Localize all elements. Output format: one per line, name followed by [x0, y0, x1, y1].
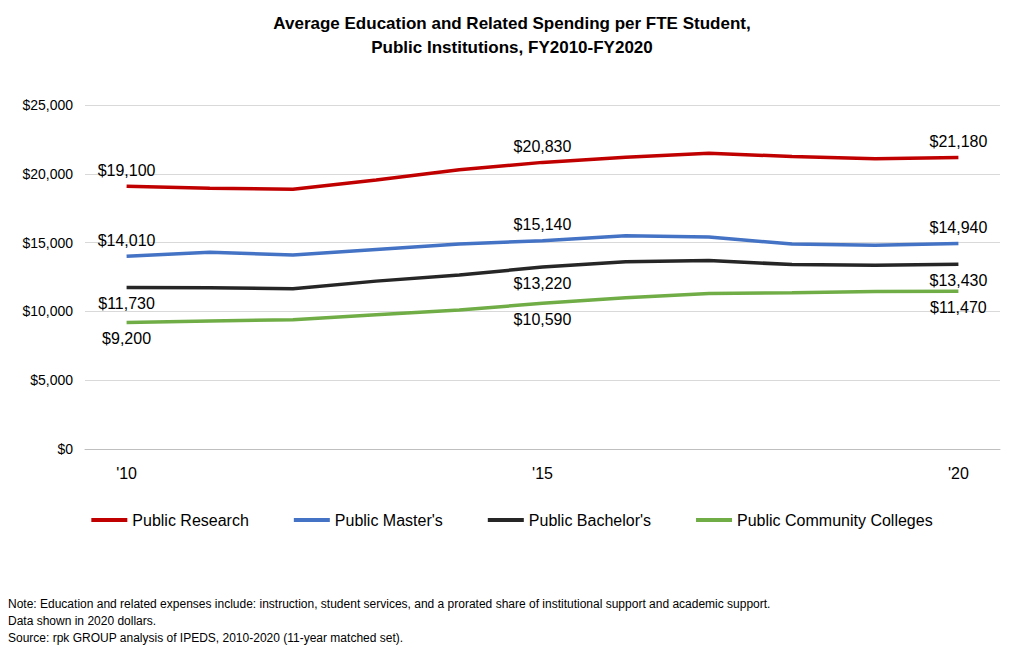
svg-text:$9,200: $9,200 — [102, 330, 151, 347]
svg-text:Source: rpk GROUP analysis of: Source: rpk GROUP analysis of IPEDS, 201… — [8, 631, 403, 645]
svg-text:$20,000: $20,000 — [22, 166, 73, 182]
svg-text:$11,470: $11,470 — [930, 299, 987, 316]
svg-text:'15: '15 — [532, 465, 553, 482]
svg-text:$21,180: $21,180 — [929, 133, 987, 150]
svg-text:Data shown in 2020 dollars.: Data shown in 2020 dollars. — [8, 614, 156, 628]
svg-text:$5,000: $5,000 — [30, 372, 73, 388]
svg-text:$10,590: $10,590 — [514, 311, 572, 328]
svg-text:$25,000: $25,000 — [22, 97, 73, 113]
svg-text:$13,220: $13,220 — [514, 275, 572, 292]
svg-text:Public Institutions, FY2010-FY: Public Institutions, FY2010-FY2020 — [371, 38, 653, 57]
svg-text:$14,010: $14,010 — [98, 232, 156, 249]
svg-text:$20,830: $20,830 — [514, 138, 572, 155]
svg-text:$15,140: $15,140 — [514, 216, 572, 233]
svg-text:$11,730: $11,730 — [98, 295, 155, 312]
svg-text:Public Community Colleges: Public Community Colleges — [737, 512, 933, 529]
svg-text:$14,940: $14,940 — [929, 219, 987, 236]
svg-text:Public Master's: Public Master's — [335, 512, 443, 529]
svg-text:$19,100: $19,100 — [98, 162, 156, 179]
svg-text:$0: $0 — [57, 441, 73, 457]
svg-text:$10,000: $10,000 — [22, 303, 73, 319]
svg-text:Public Bachelor's: Public Bachelor's — [529, 512, 651, 529]
svg-text:Average Education and Related: Average Education and Related Spending p… — [273, 14, 750, 33]
svg-text:Note: Education and related ex: Note: Education and related expenses inc… — [8, 597, 770, 611]
svg-text:$15,000: $15,000 — [22, 235, 73, 251]
svg-text:'20: '20 — [948, 465, 969, 482]
svg-text:$13,430: $13,430 — [929, 272, 987, 289]
svg-text:Public Research: Public Research — [132, 512, 249, 529]
svg-text:'10: '10 — [116, 465, 137, 482]
